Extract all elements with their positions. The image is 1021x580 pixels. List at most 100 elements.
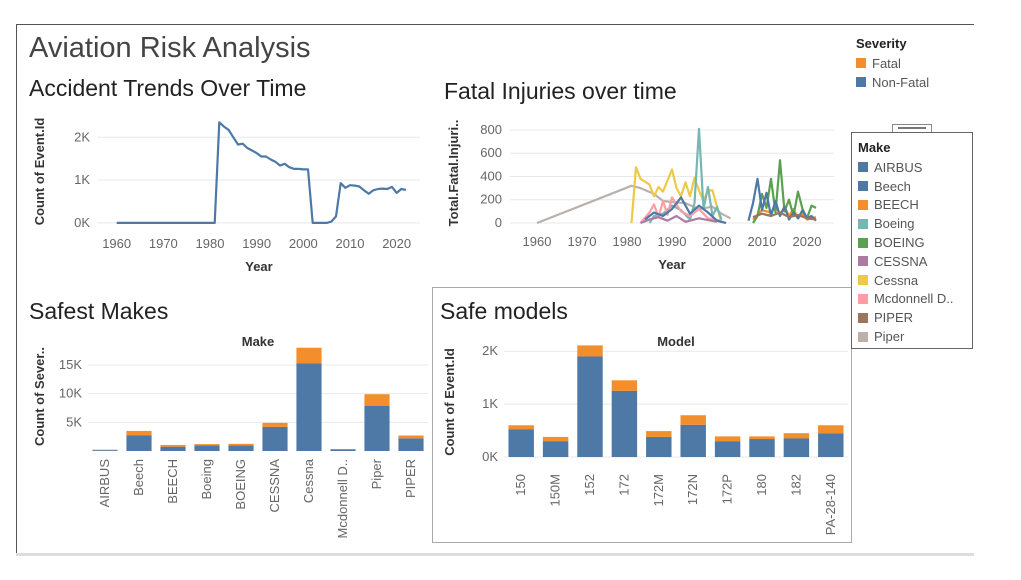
safest-makes-chart[interactable]: Make 5K 10K 15K AIRBUS Beech BEECH Boeing BOEING… (28, 330, 432, 550)
make-legend-item[interactable]: PIPER (858, 308, 966, 327)
dashboard-bottom-bar (16, 553, 974, 556)
legend-drag-handle[interactable] (892, 124, 932, 132)
y-tick-label: 2K (74, 129, 90, 144)
bar-segment (262, 422, 288, 427)
bar-segment (611, 380, 638, 391)
x-tick-label: 2020 (382, 236, 411, 251)
make-legend-item[interactable]: BEECH (858, 196, 966, 215)
make-legend-item[interactable]: CESSNA (858, 252, 966, 271)
bar-segment (646, 436, 672, 458)
bar-segment (194, 445, 220, 451)
y-tick-label: 2K (482, 343, 498, 358)
make-swatch (858, 275, 868, 286)
accident-trends-title: Accident Trends Over Time (29, 75, 307, 101)
x-tick-label: CESSNA (267, 459, 282, 513)
bar-segment (508, 429, 534, 458)
legend-label: Non-Fatal (872, 74, 930, 90)
safe-models-chart[interactable]: Model 0K 1K 2K 150 150M 152 172 172M 172N 172P 180 1… (436, 330, 850, 542)
make-swatch (858, 293, 868, 304)
column-header: Make (242, 334, 275, 349)
safest-makes-title: Safest Makes (29, 298, 169, 324)
legend-label: AIRBUS (874, 159, 923, 175)
bar-segment (783, 433, 810, 439)
legend-label: Cessna (874, 272, 919, 288)
bar-segment (160, 446, 186, 451)
x-tick-label: 150M (548, 474, 563, 507)
x-tick-label: AIRBUS (97, 459, 112, 508)
bar-segment (749, 436, 775, 440)
bar-segment (818, 433, 844, 458)
legend-label: CESSNA (874, 253, 928, 269)
bar-segment (577, 345, 603, 357)
bar-segment (296, 347, 322, 364)
series-line (630, 166, 723, 224)
make-legend-item[interactable]: Boeing (858, 214, 966, 233)
x-tick-label: Mcdonnell D.. (335, 459, 350, 538)
y-axis-title: Count of Sever.. (32, 347, 47, 446)
bar-segment (818, 425, 844, 434)
y-tick-label: 800 (480, 122, 502, 137)
x-tick-label: Beech (131, 459, 146, 496)
make-legend-item[interactable]: Cessna (858, 271, 966, 290)
non-fatal-swatch (856, 77, 866, 88)
bar-segment (542, 441, 569, 458)
legend-label: Fatal (872, 55, 901, 71)
x-tick-label: 2010 (748, 234, 777, 249)
fatal-injuries-chart[interactable]: 0 200 400 600 800 1960 1970 1980 1990 2000 2010 202… (444, 108, 844, 288)
series-line (639, 196, 722, 224)
x-tick-label: PA-28-140 (823, 474, 838, 535)
make-swatch (858, 162, 868, 173)
make-legend[interactable]: Make AIRBUS Beech BEECH Boeing BOEING CESSNA C… (851, 132, 973, 349)
make-legend-title: Make (858, 140, 891, 155)
bar-segment (714, 436, 741, 442)
x-tick-label: 2000 (289, 236, 318, 251)
safe-models-selection-box[interactable] (432, 287, 852, 543)
y-tick-label: 0 (495, 215, 502, 230)
x-tick-label: 172N (685, 474, 700, 505)
bar-segment (228, 445, 254, 451)
y-tick-label: 200 (480, 192, 502, 207)
make-swatch (858, 331, 868, 342)
x-tick-label: 1970 (149, 236, 178, 251)
x-axis-title: Year (658, 257, 685, 272)
x-tick-label: 182 (788, 474, 803, 496)
bar-segment (611, 390, 638, 458)
make-legend-item[interactable]: AIRBUS (858, 158, 966, 177)
y-axis-title: Total.Fatal.Injuri.. (446, 120, 461, 227)
series-line (644, 196, 727, 225)
bar-segment (398, 438, 424, 451)
severity-legend-item[interactable]: Non-Fatal (856, 73, 929, 92)
legend-label: PIPER (874, 310, 914, 326)
x-tick-label: 172M (651, 474, 666, 507)
accident-trends-chart[interactable]: 0K 1K 2K 1960 1970 1980 1990 2000 2010 2020 Year Co… (28, 108, 428, 288)
x-tick-label: 152 (582, 474, 597, 496)
make-legend-item[interactable]: Beech (858, 177, 966, 196)
bar-segment (228, 443, 254, 446)
bar-segment (92, 450, 118, 451)
legend-label: BEECH (874, 197, 919, 213)
y-tick-label: 15K (59, 357, 82, 372)
y-tick-label: 0K (74, 215, 90, 230)
legend-label: Beech (874, 178, 911, 194)
x-tick-label: 2020 (793, 234, 822, 249)
severity-legend-title: Severity (856, 36, 907, 51)
bar-segment (296, 363, 322, 451)
bar-segment (749, 439, 775, 458)
x-tick-label: 172 (616, 474, 631, 496)
make-swatch (858, 218, 868, 229)
make-swatch (858, 199, 868, 210)
make-legend-item[interactable]: BOEING (858, 233, 966, 252)
make-legend-item[interactable]: Mcdonnell D.. (858, 290, 966, 309)
severity-legend-item[interactable]: Fatal (856, 54, 929, 73)
y-axis-title: Count of Event.Id (32, 118, 47, 226)
bar-segment (160, 444, 186, 447)
x-tick-label: Boeing (199, 459, 214, 499)
series-line (116, 121, 407, 224)
y-tick-label: 10K (59, 386, 82, 401)
x-tick-label: 1980 (613, 234, 642, 249)
y-tick-label: 0K (482, 449, 498, 464)
series-line (752, 211, 817, 221)
x-tick-label: BEECH (165, 459, 180, 504)
make-legend-item[interactable]: Piper (858, 327, 966, 346)
x-tick-label: BOEING (233, 459, 248, 510)
